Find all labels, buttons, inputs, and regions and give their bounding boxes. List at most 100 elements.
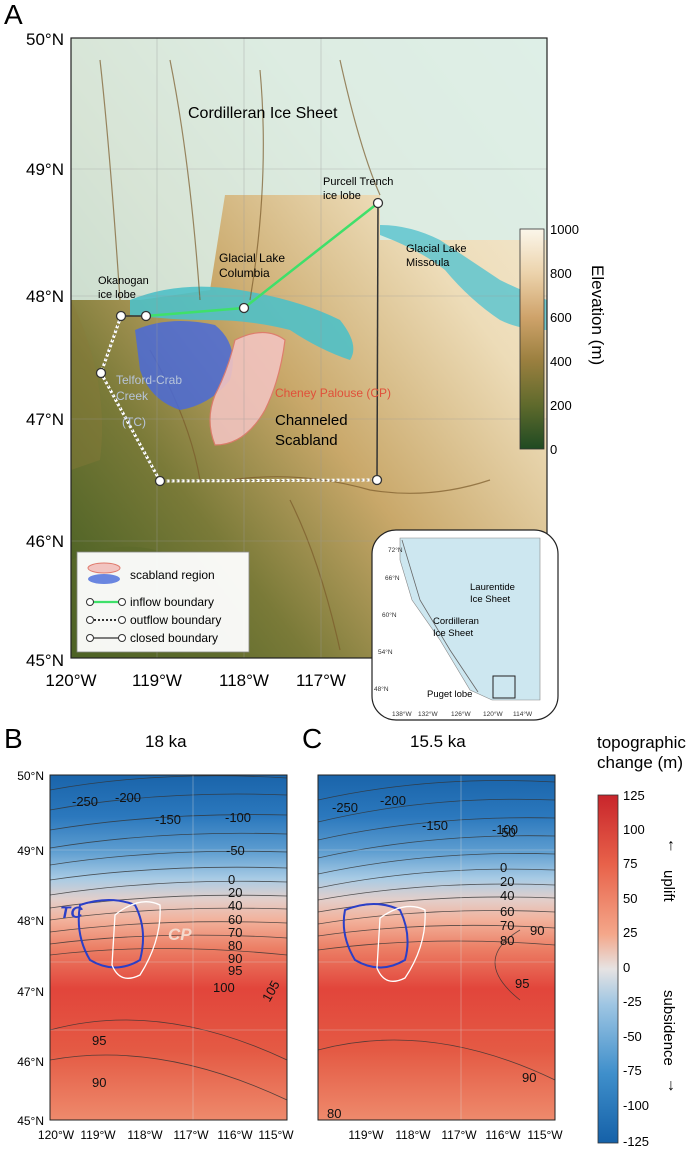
legend-a: scabland region inflow boundary outflow … xyxy=(76,551,250,653)
lon-label-a-3: 117°W xyxy=(296,671,346,690)
inset-puget: Puget lobe xyxy=(427,689,472,700)
inset-laurentide-1: Laurentide xyxy=(470,582,515,593)
elev-tick-2: 600 xyxy=(550,310,572,325)
contour-b-6: 20 xyxy=(228,885,242,900)
contour-b-11: 90 xyxy=(228,951,242,966)
contour-b-0: -250 xyxy=(72,794,98,809)
lon-label-c-2: 117°W xyxy=(441,1128,477,1142)
contour-c-5: 0 xyxy=(500,860,507,875)
topo-title-1: topographic xyxy=(597,733,686,752)
uplift-arrow-icon: ↑ xyxy=(667,837,675,854)
channeled-label-2: Scabland xyxy=(275,432,338,449)
panel-b: B 18 ka xyxy=(4,723,294,1142)
cp-label-b: CP xyxy=(168,925,192,944)
contour-b-10: 80 xyxy=(228,938,242,953)
okanogan-label-1: Okanogan xyxy=(98,275,149,287)
lon-label-c-1: 118°W xyxy=(395,1128,431,1142)
contour-b-16: 90 xyxy=(92,1075,106,1090)
tc-outline-c xyxy=(342,903,409,969)
lake-missoula xyxy=(380,225,547,330)
uplift-label: uplift xyxy=(660,870,677,903)
lat-label-a-5: 45°N xyxy=(26,651,64,670)
inset-lon-0: 138°W xyxy=(392,710,412,718)
panel-a: A xyxy=(4,0,607,721)
columbia-label-2: Columbia xyxy=(219,266,270,280)
inset-lat-3: 54°N xyxy=(378,648,393,656)
elevation-title: Elevation (m) xyxy=(588,265,607,365)
subsidence-arrow-icon: ↓ xyxy=(667,1077,675,1094)
contour-c-13: 90 xyxy=(522,1070,536,1085)
lat-label-a-3: 47°N xyxy=(26,410,64,429)
elev-tick-4: 200 xyxy=(550,398,572,413)
contour-c-11: 90 xyxy=(530,923,544,938)
contour-b-7: 40 xyxy=(228,898,242,913)
lat-label-b-2: 48°N xyxy=(17,914,44,928)
contour-c-0: -250 xyxy=(332,800,358,815)
legend-closed: closed boundary xyxy=(130,631,218,645)
contour-c-7: 40 xyxy=(500,888,514,903)
lon-label-b-1: 119°W xyxy=(80,1128,116,1142)
lon-label-b-3: 117°W xyxy=(173,1128,209,1142)
lat-label-b-5: 45°N xyxy=(17,1114,44,1128)
contour-b-12: 95 xyxy=(228,963,242,978)
contour-b-9: 70 xyxy=(228,925,242,940)
panel-c: C 15.5 ka xyxy=(302,723,563,1142)
contour-c-12: 95 xyxy=(515,976,529,991)
legend-inflow: inflow boundary xyxy=(130,595,214,609)
columbia-label-1: Glacial Lake xyxy=(219,251,285,265)
contour-b-13: 100 xyxy=(213,980,235,995)
topo-tick-8: -75 xyxy=(623,1063,642,1078)
topo-tick-0: 125 xyxy=(623,788,645,803)
cheney-label: Cheney Palouse (CP) xyxy=(275,386,391,400)
lon-label-b-5: 115°W xyxy=(258,1128,294,1142)
lat-label-a-0: 50°N xyxy=(26,30,64,49)
elev-tick-5: 0 xyxy=(550,442,557,457)
inset-lat-2: 60°N xyxy=(382,611,397,619)
topo-colorbar: topographic change (m) 125 100 75 50 25 … xyxy=(597,733,686,1149)
closed-boundary-east xyxy=(376,202,379,481)
topo-tick-4: 25 xyxy=(623,925,637,940)
inset-cordilleran-1: Cordilleran xyxy=(433,616,479,627)
contour-b-5: 0 xyxy=(228,872,235,887)
ice-sheet-label: Cordilleran Ice Sheet xyxy=(188,105,338,122)
panel-c-letter: C xyxy=(302,723,322,754)
contour-b-8: 60 xyxy=(228,912,242,927)
lon-label-c-3: 116°W xyxy=(485,1128,521,1142)
contour-c-9: 70 xyxy=(500,918,514,933)
channeled-label-1: Channeled xyxy=(275,412,348,429)
lon-label-c-4: 115°W xyxy=(527,1128,563,1142)
topo-tick-10: -125 xyxy=(623,1134,649,1149)
panel-c-title: 15.5 ka xyxy=(410,732,466,751)
lon-label-a-1: 119°W xyxy=(132,671,182,690)
inset-lat-0: 72°N xyxy=(388,546,403,554)
telford-label-3: (TC) xyxy=(122,415,146,429)
inset-lon-4: 114°W xyxy=(513,710,533,718)
legend-outflow: outflow boundary xyxy=(130,613,221,627)
tc-outline-b xyxy=(77,899,145,969)
cheney-palouse-scabland xyxy=(209,331,286,446)
inset-lat-1: 66°N xyxy=(385,574,400,582)
panel-b-title: 18 ka xyxy=(145,732,187,751)
topo-tick-5: 0 xyxy=(623,960,630,975)
lat-label-b-1: 49°N xyxy=(17,844,44,858)
lat-label-b-4: 46°N xyxy=(17,1055,44,1069)
tc-label-b: TC xyxy=(60,903,83,922)
lake-columbia xyxy=(130,286,354,360)
purcell-label-2: ice lobe xyxy=(323,190,361,202)
lon-label-b-4: 116°W xyxy=(217,1128,253,1142)
contour-b-3: -100 xyxy=(225,810,251,825)
contour-c-2: -150 xyxy=(422,818,448,833)
topo-tick-1: 100 xyxy=(623,822,645,837)
elev-tick-1: 800 xyxy=(550,266,572,281)
telford-crab-scabland xyxy=(135,321,233,410)
elev-tick-3: 400 xyxy=(550,354,572,369)
cp-outline-b xyxy=(111,901,161,979)
panel-a-letter: A xyxy=(4,0,23,30)
topo-tick-9: -100 xyxy=(623,1098,649,1113)
missoula-label-2: Missoula xyxy=(406,257,450,269)
lon-label-a-0: 120°W xyxy=(45,671,96,690)
topo-tick-6: -25 xyxy=(623,994,642,1009)
contour-b-2: -150 xyxy=(155,812,181,827)
contour-c-8: 60 xyxy=(500,904,514,919)
legend-scabland: scabland region xyxy=(130,568,215,582)
